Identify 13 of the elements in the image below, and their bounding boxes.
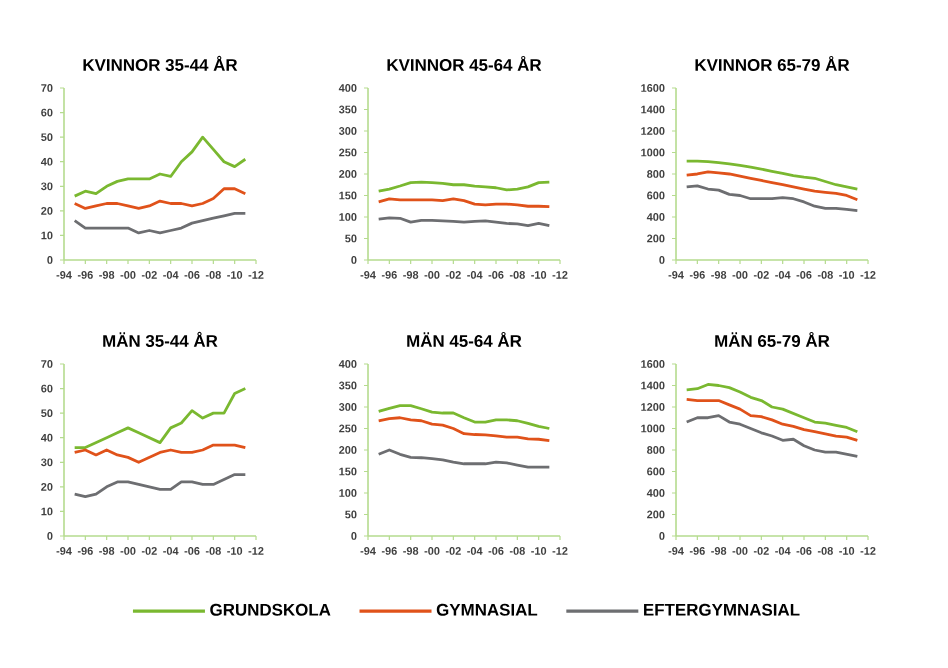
chart-title: MÄN 65-79 ÅR [715,331,830,347]
chart-title: KVINNOR 35-44 ÅR [83,55,238,71]
chart-title: KVINNOR 65-79 ÅR [695,55,850,71]
line-series [377,416,551,442]
line-series [73,473,247,499]
line-series [377,404,551,430]
chart-title: MÄN 45-64 ÅR [407,331,522,347]
legend-label: GYMNASIAL [436,603,538,616]
line-series [73,187,247,210]
legend-label: EFTERGYMNASIAL [644,603,800,616]
chart-title: KVINNOR 45-64 ÅR [387,55,542,71]
legend-label: GRUNDSKOLA [210,603,331,616]
chart-title: MÄN 35-44 ÅR [103,331,218,347]
